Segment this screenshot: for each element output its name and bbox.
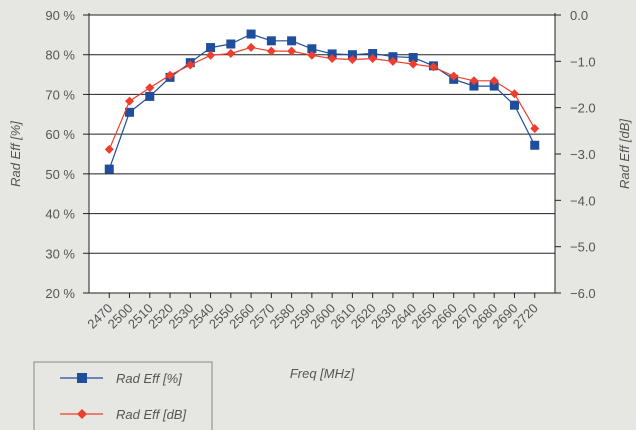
legend-item-rad-eff-percent: Rad Eff [%] — [60, 371, 182, 386]
data-point-diamond — [125, 96, 135, 106]
data-point-diamond — [145, 83, 155, 93]
legend-box — [33, 361, 213, 430]
right-tick-label: 0.0 — [570, 8, 588, 23]
data-point-square — [347, 50, 357, 60]
right-tick-label: −4.0 — [570, 193, 596, 208]
data-point-diamond — [226, 48, 236, 58]
data-point-diamond — [489, 76, 499, 86]
data-point-diamond — [307, 50, 317, 60]
left-tick-label: 30 % — [45, 246, 75, 261]
data-point-diamond — [246, 42, 256, 52]
data-point-square — [327, 49, 337, 59]
left-tick-label: 60 % — [45, 127, 75, 142]
data-point-diamond — [327, 54, 337, 64]
data-point-square — [489, 81, 499, 91]
right-tick-label: −2.0 — [570, 101, 596, 116]
data-point-diamond — [388, 56, 398, 66]
data-point-diamond — [287, 46, 297, 56]
data-point-diamond — [428, 62, 438, 72]
plot-area — [89, 15, 555, 293]
data-point-square — [246, 29, 256, 39]
data-point-diamond — [368, 54, 378, 64]
data-point-diamond — [530, 124, 540, 134]
data-point-square — [125, 107, 135, 117]
data-point-square — [287, 36, 297, 46]
legend-label-rad-eff-db: Rad Eff [dB] — [116, 407, 186, 422]
data-point-diamond — [206, 50, 216, 60]
data-point-square — [408, 52, 418, 62]
right-axis-title: Rad Eff [dB] — [617, 119, 632, 189]
data-point-square — [145, 91, 155, 101]
data-point-diamond — [449, 71, 459, 81]
legend-label-rad-eff-percent: Rad Eff [%] — [116, 371, 182, 386]
left-tick-label: 90 % — [45, 8, 75, 23]
right-tick-label: −3.0 — [570, 147, 596, 162]
legend-item-rad-eff-db: Rad Eff [dB] — [60, 407, 186, 422]
series-layer — [104, 29, 540, 174]
data-point-diamond — [266, 46, 276, 56]
x-axis-title: Freq [MHz] — [290, 366, 355, 381]
legend-marker-square — [77, 373, 87, 383]
right-tick-label: −6.0 — [570, 286, 596, 301]
left-tick-label: 40 % — [45, 207, 75, 222]
data-point-square — [104, 164, 114, 174]
left-axis-title: Rad Eff [%] — [8, 121, 23, 187]
series-line-rad-eff-db — [108, 46, 536, 150]
data-point-diamond — [185, 60, 195, 70]
right-y-ticks: 0.0 −1.0 −2.0 −3.0 −4.0 −5.0 −6.0 — [555, 8, 596, 301]
data-point-square — [469, 81, 479, 91]
data-point-square — [368, 49, 378, 59]
left-tick-label: 20 % — [45, 286, 75, 301]
data-point-diamond — [469, 76, 479, 86]
data-point-square — [509, 100, 519, 110]
legend-marker-diamond — [77, 409, 87, 419]
data-point-diamond — [509, 89, 519, 99]
legend: Rad Eff [%] Rad Eff [dB] — [33, 361, 213, 430]
right-tick-label: −1.0 — [570, 54, 596, 69]
data-point-diamond — [347, 54, 357, 64]
left-tick-label: 70 % — [45, 87, 75, 102]
left-tick-label: 50 % — [45, 167, 75, 182]
data-point-square — [266, 36, 276, 46]
data-point-square — [388, 52, 398, 62]
data-point-diamond — [408, 59, 418, 69]
data-point-square — [226, 39, 236, 49]
left-tick-label: 80 % — [45, 48, 75, 63]
data-point-square — [530, 140, 540, 150]
left-y-ticks: 20 % 30 % 40 % 50 % 60 % 70 % 80 % 90 % — [45, 8, 89, 301]
data-point-square — [307, 44, 317, 54]
data-point-diamond — [165, 70, 175, 80]
data-point-diamond — [104, 144, 114, 154]
data-point-square — [206, 43, 216, 53]
x-ticks: 2470250025102520253025402550256025702580… — [84, 293, 541, 332]
right-tick-label: −5.0 — [570, 240, 596, 255]
